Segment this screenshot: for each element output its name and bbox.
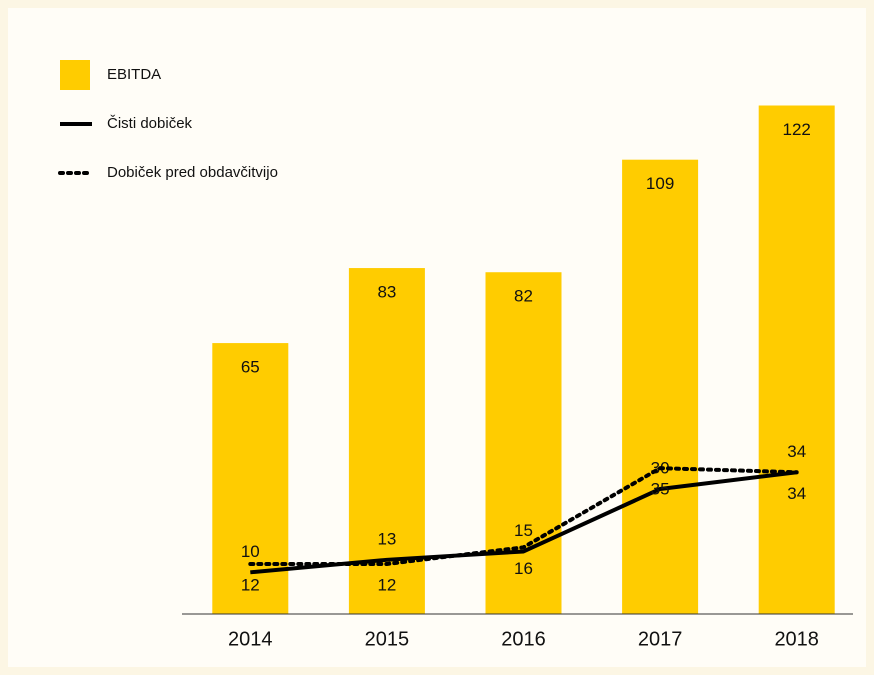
line-value-label: 13 [377,529,396,548]
x-tick-label: 2016 [501,628,546,650]
bar-value-label: 109 [646,174,674,193]
legend-swatch [60,60,90,90]
x-tick-label: 2014 [228,628,273,650]
x-tick-label: 2017 [638,628,683,650]
line-value-label: 12 [377,575,396,594]
bar-value-label: 65 [241,358,260,377]
line-value-label: 34 [787,484,806,503]
line [248,466,799,566]
line-value-label: 15 [514,521,533,540]
line-value-label: 12 [241,575,260,594]
legend-label: Dobiček pred obdavčitvijo [107,164,278,181]
x-tick-label: 2015 [365,628,410,650]
bar-value-label: 83 [377,283,396,302]
legend-label: EBITDA [107,66,161,83]
bar [622,159,699,615]
x-tick-label: 2018 [774,628,819,650]
bar [758,105,835,614]
line-value-label: 35 [651,480,670,499]
bar [212,343,289,614]
bar-value-label: 82 [514,287,533,306]
legend-label: Čisti dobiček [107,115,193,132]
line-value-label: 16 [514,559,533,578]
bar-value-label: 122 [783,120,811,139]
background [8,8,866,667]
bar [485,272,562,614]
line-value-label: 10 [241,542,260,561]
line-value-label: 34 [787,442,806,461]
